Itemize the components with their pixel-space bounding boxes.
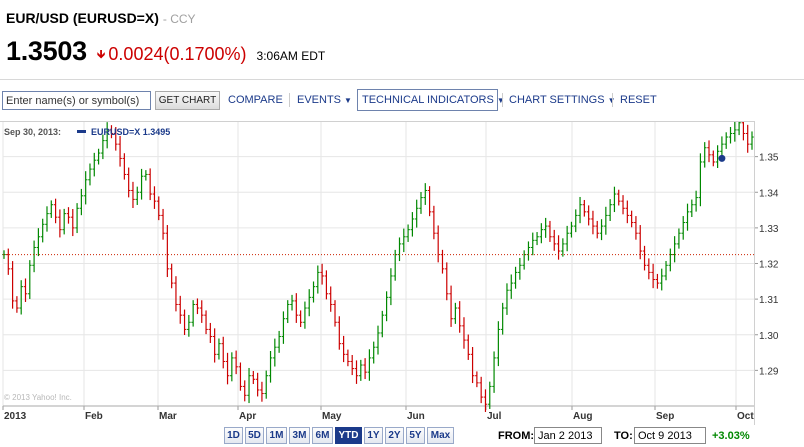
quote-change-value: 0.0024 [108, 44, 164, 64]
chart-area[interactable]: 1.29 1.30 1.31 1.32 1.33 1.34 1.35 2013 Feb Mar Ap… [0, 121, 804, 425]
price-row: 1.3503 🡻 0.0024 (0.1700%) 3:06AM EDT [6, 36, 325, 68]
y-tick-label: 1.35 [759, 153, 779, 164]
quote-time: 3:06AM EDT [256, 49, 326, 63]
events-caret-icon: ▼ [344, 96, 352, 105]
from-date-input[interactable] [534, 427, 602, 444]
compare-link[interactable]: COMPARE [228, 94, 283, 106]
x-tick-label: 2013 [4, 411, 27, 422]
range-button-ytd[interactable]: YTD [335, 427, 362, 444]
events-label: EVENTS [297, 94, 342, 106]
quote-header: EUR/USD (EURUSD=X) - CCY 1.3503 🡻 0.0024 … [0, 0, 804, 80]
chart-settings-label: CHART SETTINGS [509, 94, 605, 106]
toolbar-divider [502, 93, 503, 107]
range-change: +3.03% [712, 430, 750, 442]
range-button-1y[interactable]: 1Y [364, 427, 383, 444]
quote-change-pct: (0.1700%) [163, 44, 247, 64]
events-menu[interactable]: EVENTS ▼ [297, 94, 352, 106]
get-chart-button[interactable]: GET CHART [155, 91, 220, 110]
range-button-2y[interactable]: 2Y [385, 427, 404, 444]
x-tick-label: Oct [737, 411, 754, 422]
reset-link[interactable]: RESET [620, 94, 657, 106]
technical-indicators-menu[interactable]: TECHNICAL INDICATORS ▼ [362, 94, 505, 106]
technical-indicators-box [357, 89, 498, 111]
chart-toolbar: GET CHART COMPARE EVENTS▼ TECHNICAL INDI… [0, 79, 804, 120]
range-button-1m[interactable]: 1M [266, 427, 287, 444]
quote-price: 1.3503 [6, 36, 87, 66]
x-tick-label: Mar [159, 411, 177, 422]
x-tick-label: Apr [239, 411, 256, 422]
symbol-search-input[interactable] [2, 91, 151, 110]
to-date-input[interactable] [634, 427, 706, 444]
to-label: TO: [614, 430, 633, 442]
y-tick-label: 1.31 [759, 295, 779, 306]
range-button-5d[interactable]: 5D [245, 427, 264, 444]
x-tick-label: Aug [573, 411, 592, 422]
range-button-max[interactable]: Max [427, 427, 454, 444]
toolbar-divider [289, 93, 290, 107]
hover-marker [718, 154, 726, 162]
x-tick-label: May [322, 411, 342, 422]
chart-settings-menu[interactable]: CHART SETTINGS▼ [509, 94, 615, 106]
y-tick-label: 1.32 [759, 260, 779, 271]
x-tick-label: Jul [487, 411, 502, 422]
quote-title-row: EUR/USD (EURUSD=X) - CCY [6, 10, 196, 26]
toolbar-divider [612, 93, 613, 107]
chart-settings-caret-icon: ▼ [608, 96, 616, 105]
range-button-6m[interactable]: 6M [312, 427, 333, 444]
quote-change: 🡻 0.0024 (0.1700%) [97, 44, 247, 68]
x-tick-label: Sep [656, 411, 674, 422]
range-button-3m[interactable]: 3M [289, 427, 310, 444]
price-chart[interactable]: 1.29 1.30 1.31 1.32 1.33 1.34 1.35 2013 Feb Mar Ap… [0, 121, 804, 425]
technical-indicators-label: TECHNICAL INDICATORS [362, 94, 494, 106]
quote-exchange: - CCY [162, 12, 196, 26]
y-tick-label: 1.29 [759, 366, 779, 377]
from-label: FROM: [498, 430, 535, 442]
x-tick-label: Feb [85, 411, 103, 422]
down-arrow-icon: 🡻 [96, 47, 106, 61]
technical-indicators-caret-icon: ▼ [496, 96, 505, 105]
y-tick-label: 1.33 [759, 224, 779, 235]
y-tick-label: 1.34 [759, 188, 779, 199]
legend-series: EURUSD=X 1.3495 [91, 127, 171, 137]
x-tick-label: Jun [407, 411, 425, 422]
range-button-1d[interactable]: 1D [224, 427, 243, 444]
copyright: © 2013 Yahoo! Inc. [4, 393, 72, 402]
y-tick-label: 1.30 [759, 331, 779, 342]
range-button-5y[interactable]: 5Y [406, 427, 425, 444]
legend-date: Sep 30, 2013: [4, 127, 62, 137]
quote-title: EUR/USD (EURUSD=X) [6, 10, 159, 26]
legend-swatch [77, 130, 86, 133]
chart-panel-border [0, 121, 755, 425]
